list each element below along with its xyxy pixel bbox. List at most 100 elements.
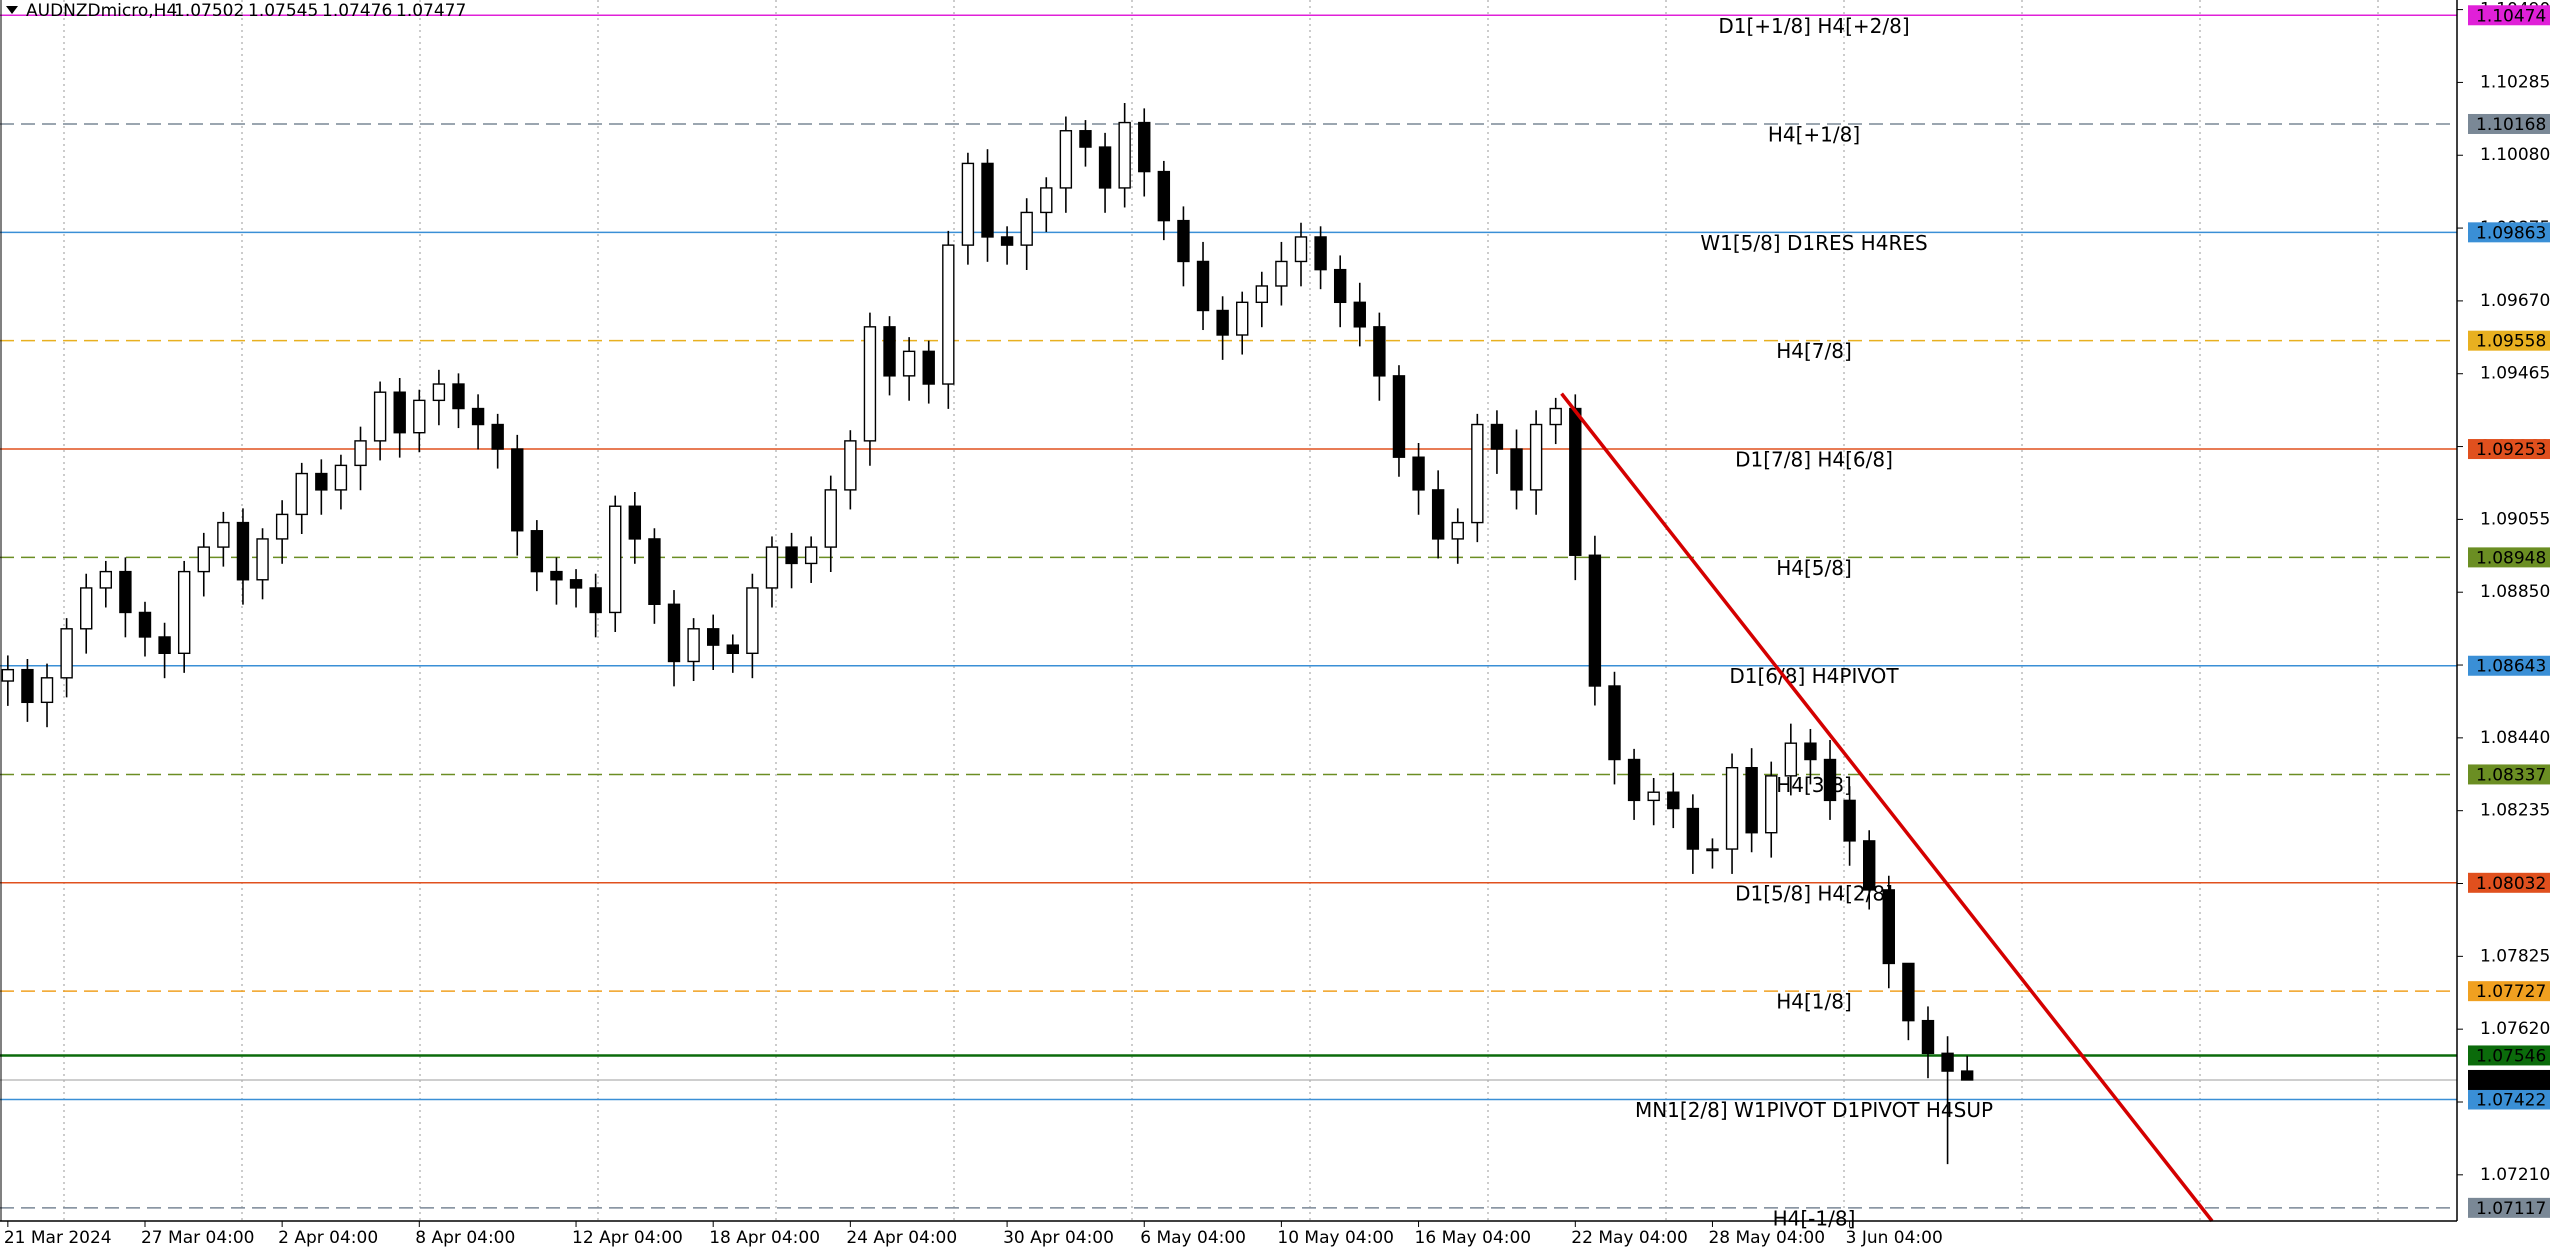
candle-body bbox=[158, 636, 171, 655]
price-tag bbox=[2468, 1069, 2550, 1090]
x-tick-label: 12 Apr 04:00 bbox=[572, 1228, 683, 1248]
candle-body bbox=[1294, 236, 1308, 263]
open-price: 1.07502 bbox=[174, 1, 244, 21]
level-label: H4[1/8] bbox=[1776, 990, 1852, 1014]
candle-body bbox=[1059, 130, 1073, 189]
price-tag-label: 1.07117 bbox=[2476, 1199, 2546, 1219]
menu-arrow[interactable] bbox=[6, 6, 18, 14]
price-tag bbox=[2468, 439, 2550, 460]
candle-body bbox=[217, 521, 230, 548]
candle-body bbox=[1471, 423, 1484, 524]
close-price: 1.07477 bbox=[396, 1, 466, 21]
candle-body bbox=[609, 505, 622, 614]
candle-body bbox=[1020, 211, 1033, 246]
x-tick-label: 8 Apr 04:00 bbox=[415, 1228, 515, 1248]
price-tag-label: 1.07727 bbox=[2476, 982, 2546, 1002]
candle-body bbox=[1431, 489, 1445, 540]
candle-body bbox=[1921, 1019, 1935, 1055]
candle-body bbox=[1647, 791, 1660, 802]
candle-body bbox=[138, 611, 152, 638]
candle-body bbox=[119, 570, 132, 614]
price-tag-label: 1.10168 bbox=[2476, 115, 2546, 135]
candle-body bbox=[354, 440, 367, 467]
candle-body bbox=[315, 472, 328, 491]
candle-body bbox=[1392, 375, 1406, 458]
price-tag bbox=[2468, 222, 2550, 243]
level-label: D1[7/8] H4[6/8] bbox=[1735, 448, 1893, 472]
candle-body bbox=[1529, 423, 1543, 491]
candle-body bbox=[1275, 260, 1288, 287]
level-label: H4[+1/8] bbox=[1768, 122, 1860, 146]
level-label: H4[5/8] bbox=[1776, 556, 1852, 580]
candle-body bbox=[1236, 301, 1249, 336]
x-tick-label: 2 Apr 04:00 bbox=[278, 1228, 378, 1248]
price-tag-label: 1.07422 bbox=[2476, 1091, 2546, 1111]
candle-body bbox=[824, 489, 837, 548]
candle-body bbox=[1823, 758, 1837, 802]
candle-body bbox=[1353, 301, 1366, 328]
candle-body bbox=[1177, 219, 1190, 263]
candle-body bbox=[765, 546, 779, 589]
candle-body bbox=[902, 350, 916, 377]
candle-body bbox=[1902, 962, 1915, 1022]
candle-body bbox=[1608, 685, 1621, 761]
y-tick-label: 1.09465 bbox=[2480, 364, 2550, 384]
y-tick-label: 1.10285 bbox=[2480, 72, 2550, 92]
x-tick-label: 3 Jun 04:00 bbox=[1846, 1228, 1943, 1248]
candle-body bbox=[844, 440, 857, 491]
price-tag bbox=[2468, 981, 2550, 1002]
candle-body bbox=[1725, 766, 1739, 850]
price-tag-label: 1.07477 bbox=[2476, 1071, 2546, 1091]
x-tick-label: 21 Mar 2024 bbox=[4, 1228, 112, 1248]
candle-body bbox=[1255, 285, 1269, 304]
level-label: D1[6/8] H4PIVOT bbox=[1729, 664, 1899, 688]
candle-body bbox=[1, 668, 15, 682]
candle-body bbox=[1118, 121, 1131, 189]
y-tick-label: 1.08850 bbox=[2480, 582, 2550, 602]
high-price: 1.07545 bbox=[248, 1, 318, 21]
candle-body bbox=[1686, 807, 1700, 850]
y-tick-label: 1.07825 bbox=[2480, 946, 2550, 966]
price-tag bbox=[2468, 5, 2550, 26]
level-label: W1[5/8] D1RES H4RES bbox=[1700, 231, 1927, 255]
x-tick-label: 6 May 04:00 bbox=[1140, 1228, 1246, 1248]
candle-body bbox=[1314, 236, 1327, 271]
x-tick-label: 18 Apr 04:00 bbox=[709, 1228, 820, 1248]
candle-body bbox=[1333, 268, 1347, 304]
candle-body bbox=[1451, 521, 1464, 540]
price-tag-label: 1.09863 bbox=[2476, 223, 2546, 243]
trendline bbox=[1560, 392, 2214, 1223]
candle-body bbox=[471, 407, 485, 426]
y-tick-label: 1.07620 bbox=[2480, 1019, 2550, 1039]
price-tag bbox=[2468, 1197, 2550, 1218]
candle-body bbox=[804, 546, 818, 565]
price-tag-label: 1.08643 bbox=[2476, 657, 2546, 677]
candle-body bbox=[413, 399, 426, 434]
price-tag-label: 1.10474 bbox=[2476, 6, 2546, 26]
candle-body bbox=[511, 448, 524, 532]
low-price: 1.07476 bbox=[322, 1, 392, 21]
x-tick-label: 30 Apr 04:00 bbox=[1003, 1228, 1114, 1248]
levels bbox=[0, 14, 2457, 1209]
candle-body bbox=[746, 587, 759, 655]
price-tag-label: 1.07546 bbox=[2476, 1046, 2546, 1066]
candle-body bbox=[530, 530, 544, 573]
candle-body bbox=[452, 383, 465, 410]
candle-body bbox=[99, 570, 113, 589]
candle-body bbox=[785, 546, 798, 565]
candle-body bbox=[275, 513, 289, 540]
candle-body bbox=[1765, 775, 1778, 834]
candle-body bbox=[1882, 889, 1895, 965]
price-tag-label: 1.09253 bbox=[2476, 440, 2546, 460]
x-tick-label: 27 Mar 04:00 bbox=[141, 1228, 255, 1248]
symbol: AUDNZDmicro,H4 bbox=[26, 1, 177, 21]
candle-body bbox=[667, 603, 681, 663]
candle-body bbox=[491, 423, 504, 450]
x-tick-label: 22 May 04:00 bbox=[1571, 1228, 1688, 1248]
candle-body bbox=[942, 244, 955, 385]
candle-body bbox=[1196, 260, 1210, 312]
candle-body bbox=[1960, 1070, 1974, 1081]
candle-body bbox=[40, 677, 54, 704]
